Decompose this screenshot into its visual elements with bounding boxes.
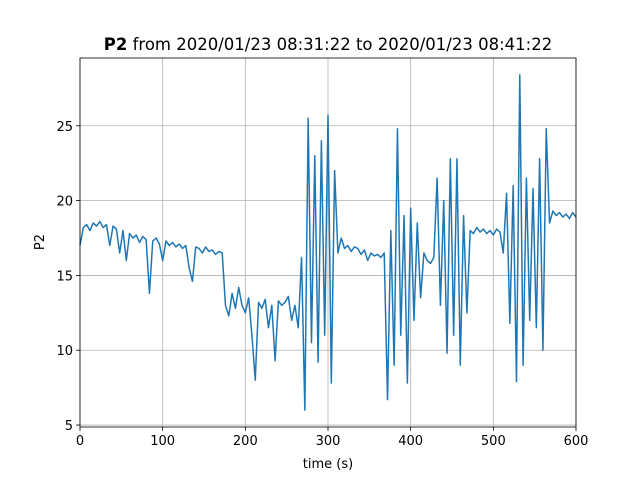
y-tick-label: 15 — [56, 269, 73, 284]
x-tick-label: 100 — [150, 434, 175, 449]
plot-frame — [79, 57, 577, 428]
x-tick-label: 500 — [481, 434, 506, 449]
chart-title: P2 from 2020/01/23 08:31:22 to 2020/01/2… — [104, 35, 552, 54]
title-name: P2 — [104, 35, 128, 54]
x-tick-label: 400 — [398, 434, 423, 449]
x-axis-label: time (s) — [303, 457, 353, 472]
y-tick-label: 5 — [65, 419, 73, 434]
y-tick-label: 20 — [56, 195, 73, 210]
y-axis-label: P2 — [33, 234, 48, 250]
x-tick-label: 300 — [316, 434, 341, 449]
y-tick-label: 25 — [56, 120, 73, 135]
y-tick-label: 10 — [56, 344, 73, 359]
x-tick-label: 200 — [233, 434, 258, 449]
title-range: from 2020/01/23 08:31:22 to 2020/01/23 0… — [133, 35, 553, 54]
data-line — [79, 74, 577, 411]
x-tick-label: 0 — [76, 434, 84, 449]
x-tick-label: 600 — [564, 434, 589, 449]
